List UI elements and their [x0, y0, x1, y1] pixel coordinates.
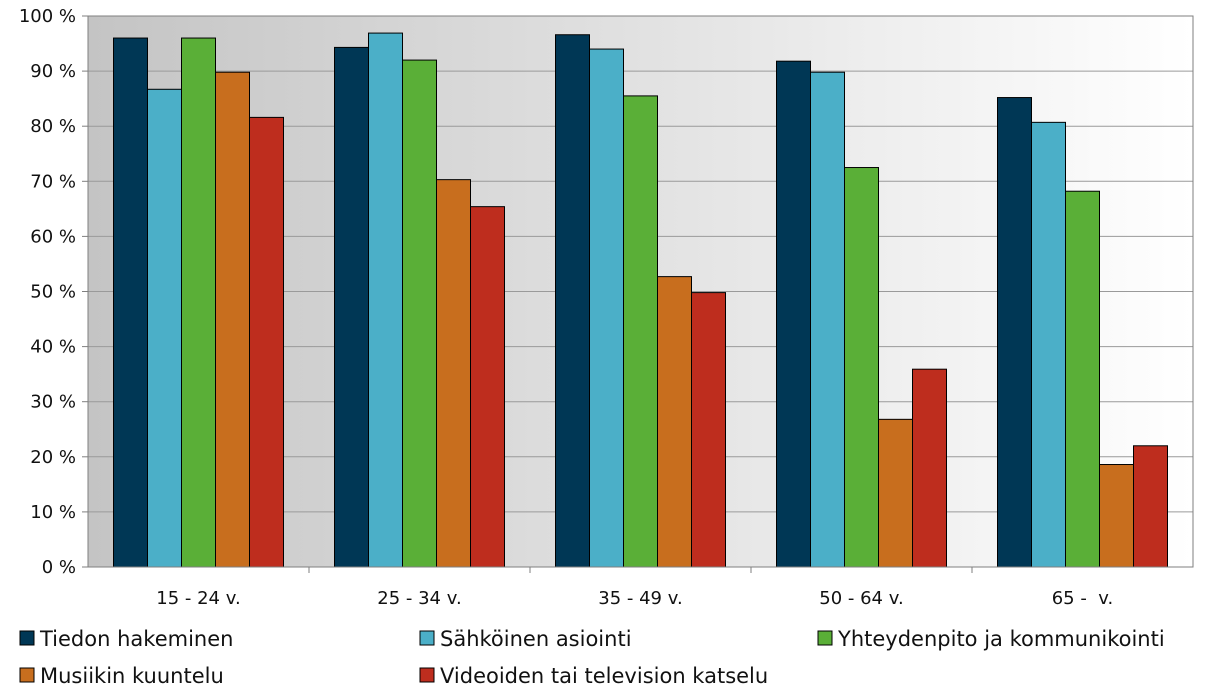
legend-swatch: [419, 630, 435, 646]
legend-swatch: [419, 667, 435, 683]
legend-swatch: [19, 630, 35, 646]
y-tick-label: 40 %: [30, 337, 76, 358]
bar: [844, 167, 879, 568]
y-tick-label: 100 %: [19, 6, 76, 27]
bar: [249, 116, 284, 568]
y-axis: 0 % 10 % 20 % 30 % 40 % 50 % 60 % 70 % 80 % 90 % 1…: [19, 6, 88, 578]
bar: [470, 206, 505, 568]
bar: [878, 418, 913, 568]
bar: [402, 59, 437, 568]
bar: [691, 292, 726, 568]
bar: [555, 34, 590, 568]
bars: [113, 32, 1168, 568]
bar: [776, 60, 811, 568]
y-tick-label: 10 %: [30, 502, 76, 523]
y-tick-label: 70 %: [30, 171, 76, 192]
bar: [657, 276, 692, 568]
bar: [1065, 190, 1100, 568]
bar: [1099, 464, 1134, 568]
x-category-label: 65 - v.: [1052, 588, 1114, 609]
bar: [147, 88, 182, 568]
y-tick-label: 60 %: [30, 226, 76, 247]
x-category-label: 50 - 64 v.: [819, 588, 903, 609]
x-category-label: 35 - 49 v.: [598, 588, 682, 609]
legend-swatch: [19, 667, 35, 683]
bar: [589, 48, 624, 568]
legend-label: Yhteydenpito ja kommunikointi: [837, 627, 1165, 651]
bar: [181, 37, 216, 568]
y-tick-label: 20 %: [30, 447, 76, 468]
legend: Tiedon hakeminen Sähköinen asiointi Yhteyd…: [19, 627, 1165, 688]
legend-label: Musiikin kuuntelu: [40, 664, 224, 688]
x-axis: 15 - 24 v. 25 - 34 v. 35 - 49 v. 50 - 64 v.…: [156, 567, 1113, 609]
legend-swatch: [817, 630, 833, 646]
bar: [623, 95, 658, 568]
y-tick-label: 0 %: [42, 557, 76, 578]
legend-label: Videoiden tai television katselu: [440, 664, 768, 688]
bar: [912, 368, 947, 568]
y-tick-label: 50 %: [30, 282, 76, 303]
bar: [1031, 121, 1066, 568]
y-tick-label: 30 %: [30, 392, 76, 413]
bar: [1133, 445, 1168, 568]
bar: [436, 179, 471, 568]
y-tick-label: 80 %: [30, 116, 76, 137]
bar: [997, 97, 1032, 568]
x-category-label: 15 - 24 v.: [156, 588, 240, 609]
legend-label: Sähköinen asiointi: [440, 627, 632, 651]
bar: [368, 32, 403, 568]
bar: [113, 37, 148, 568]
legend-label: Tiedon hakeminen: [39, 627, 233, 651]
bar: [810, 71, 845, 568]
bar: [215, 71, 250, 568]
bar: [334, 46, 369, 568]
y-tick-label: 90 %: [30, 61, 76, 82]
x-category-label: 25 - 34 v.: [377, 588, 461, 609]
